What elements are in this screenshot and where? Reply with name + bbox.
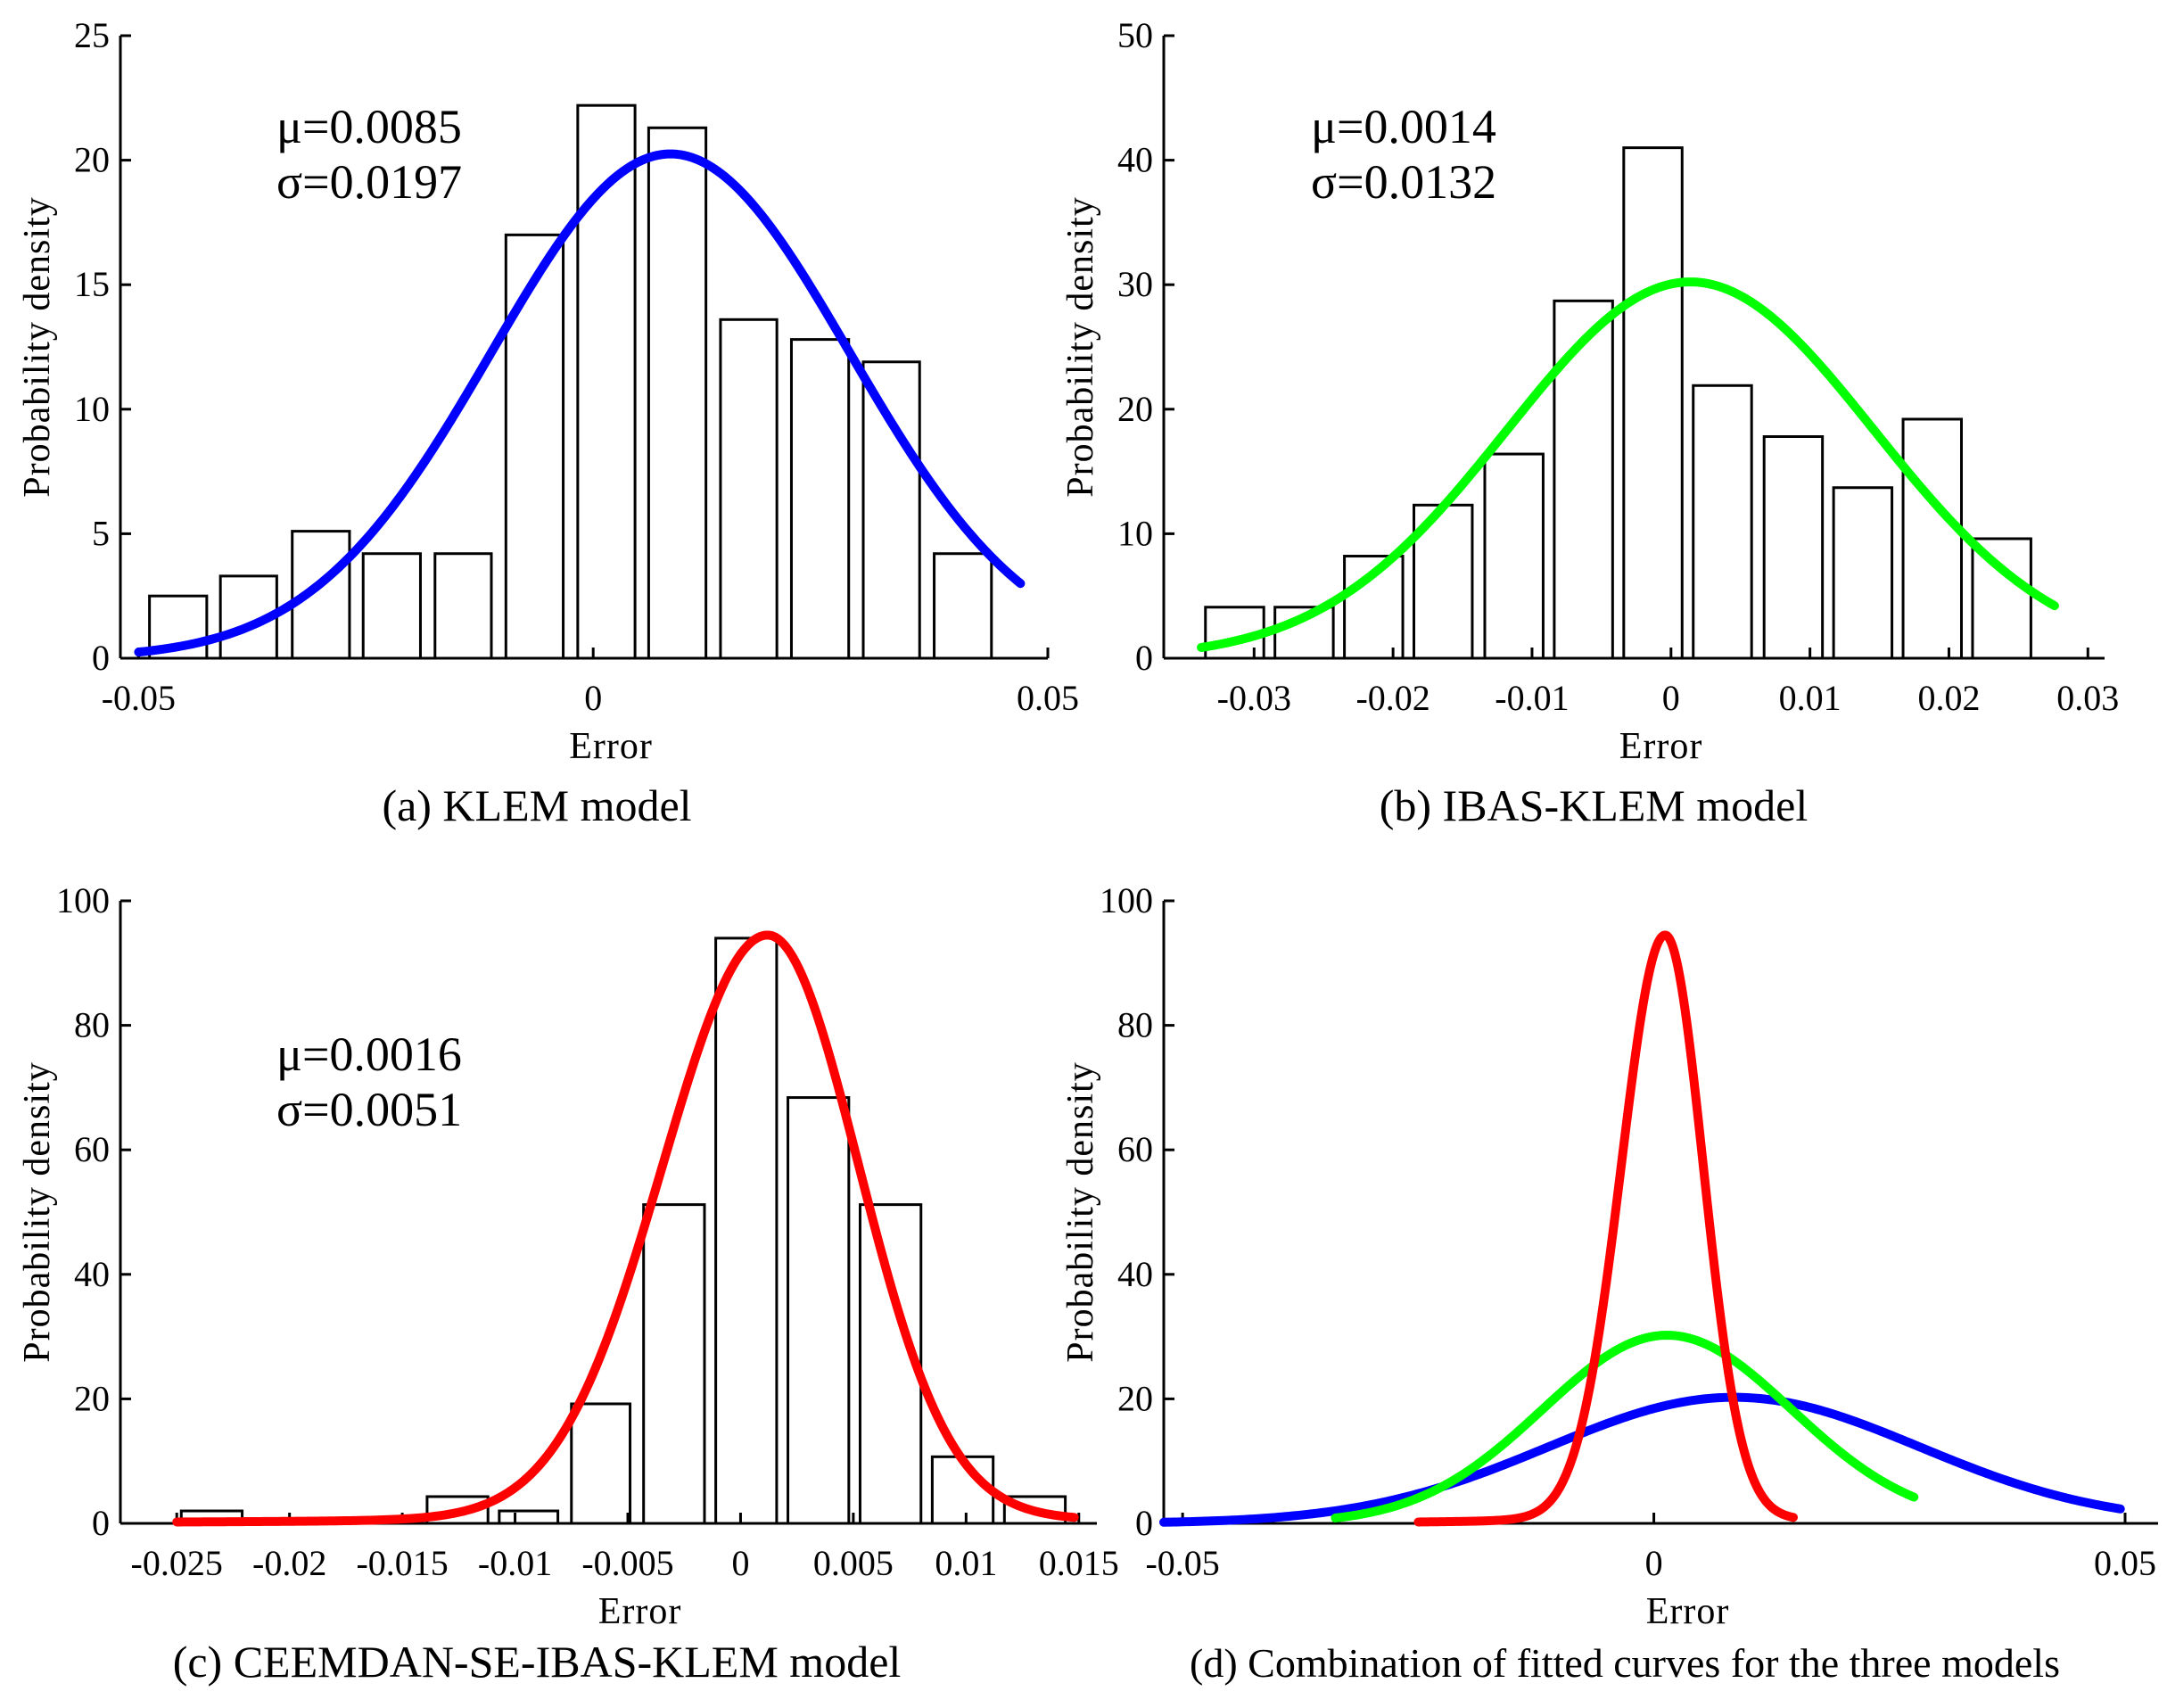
x-tick-label: -0.05	[1145, 1543, 1219, 1583]
histogram-bar	[1971, 537, 2032, 660]
x-tick-label: 0	[731, 1543, 749, 1583]
x-tick-label: 0	[1645, 1543, 1663, 1583]
histogram-bar	[498, 1509, 560, 1525]
panel-c: 0 20 40 60 80 100 -0.025 -0.02 -0.015 -0.01 -0.005…	[17, 880, 1119, 1687]
y-axis-label: Probability density	[17, 1061, 58, 1363]
histogram-bar	[714, 937, 779, 1525]
panel-caption: (a) KLEM model	[382, 780, 691, 830]
fitted-curve-ceemdan-se-ibas-klem-fit	[1413, 930, 1798, 1527]
mean-annotation: μ=0.0016	[276, 1027, 462, 1081]
x-tick-label: -0.025	[131, 1543, 223, 1583]
histogram-bar	[719, 318, 779, 660]
y-tick-label: 40	[1117, 140, 1153, 180]
y-tick-label: 0	[92, 638, 110, 678]
histogram-bar	[858, 1203, 923, 1525]
x-tick-label: 0.005	[813, 1543, 894, 1583]
histogram-bar	[1622, 146, 1684, 660]
fitted-curve-ceemdan-se-ibas-klem-fit	[172, 930, 1079, 1527]
y-tick-label: 20	[1117, 389, 1153, 429]
x-tick-label: 0	[1662, 678, 1680, 718]
histogram-bar	[1762, 435, 1825, 660]
y-tick-label: 0	[1135, 638, 1153, 678]
sigma-annotation: σ=0.0197	[276, 155, 462, 209]
histogram-bar	[1483, 452, 1545, 660]
fitted-curve-klem-fit	[134, 149, 1026, 657]
histogram-bar	[433, 552, 493, 660]
x-tick-label: -0.01	[478, 1543, 552, 1583]
panel-caption: (c) CEEMDAN-SE-IBAS-KLEM model	[173, 1637, 902, 1687]
x-tick-label: -0.015	[356, 1543, 448, 1583]
y-tick-label: 100	[1100, 880, 1153, 920]
fitted-curve-klem-fit	[1159, 1392, 2125, 1527]
y-tick-label: 60	[1117, 1129, 1153, 1169]
y-tick-label: 60	[74, 1129, 110, 1169]
histogram-bar	[570, 1402, 632, 1525]
y-tick-label: 20	[1117, 1378, 1153, 1418]
histogram-bar	[1553, 299, 1614, 660]
x-axis-label: Error	[598, 1591, 682, 1632]
x-tick-label: 0.01	[935, 1543, 997, 1583]
y-tick-label: 40	[74, 1254, 110, 1294]
histogram-bar	[1692, 384, 1753, 660]
fitted-curve-ibas-klem-fit	[1197, 277, 2059, 652]
x-tick-label: 0.05	[2094, 1543, 2156, 1583]
histogram-bar	[787, 1096, 851, 1525]
histogram-bar	[361, 552, 422, 660]
y-tick-label: 20	[74, 140, 110, 180]
y-tick-label: 40	[1117, 1254, 1153, 1294]
fitted-curve-ibas-klem-fit	[1331, 1331, 1919, 1522]
y-tick-label: 50	[1117, 15, 1153, 55]
x-tick-label: 0.015	[1039, 1543, 1119, 1583]
x-tick-label: 0.03	[2056, 678, 2119, 718]
y-tick-label: 20	[74, 1378, 110, 1418]
panel-caption: (d) Combination of fitted curves for the…	[1190, 1640, 2060, 1686]
y-tick-label: 30	[1117, 264, 1153, 304]
y-tick-label: 80	[1117, 1005, 1153, 1045]
histogram-bar	[1832, 486, 1894, 660]
histogram-bar	[789, 338, 851, 660]
histogram-bar	[576, 103, 637, 660]
panel-b: 0 10 20 30 40 50 -0.03 -0.02 -0.01 0 0.01 0.02 0.03 E…	[1060, 15, 2119, 830]
y-tick-label: 5	[92, 513, 110, 553]
mean-annotation: μ=0.0014	[1311, 100, 1496, 153]
x-tick-label: -0.05	[102, 678, 176, 718]
y-tick-label: 10	[74, 389, 110, 429]
x-tick-label: -0.02	[1355, 678, 1430, 718]
x-tick-label: 0	[584, 678, 602, 718]
x-tick-label: -0.01	[1495, 678, 1569, 718]
x-tick-label: -0.02	[252, 1543, 326, 1583]
panel-caption: (b) IBAS-KLEM model	[1380, 780, 1809, 830]
x-tick-label: 0.01	[1779, 678, 1842, 718]
histogram-bar	[504, 233, 565, 660]
x-axis-label: Error	[1646, 1591, 1730, 1632]
x-tick-label: -0.03	[1217, 678, 1291, 718]
y-tick-label: 0	[1135, 1503, 1153, 1543]
x-tick-label: -0.005	[581, 1543, 673, 1583]
y-axis-label: Probability density	[1060, 1061, 1101, 1363]
mean-annotation: μ=0.0085	[276, 100, 462, 153]
y-axis-label: Probability density	[17, 196, 58, 498]
x-axis-label: Error	[1619, 726, 1703, 767]
y-tick-label: 25	[74, 15, 110, 55]
y-tick-label: 10	[1117, 513, 1153, 553]
sigma-annotation: σ=0.0132	[1311, 155, 1496, 209]
y-tick-label: 100	[56, 880, 110, 920]
histogram-bar	[642, 1203, 706, 1525]
y-tick-label: 80	[74, 1005, 110, 1045]
histogram-bar	[1901, 417, 1963, 660]
y-tick-label: 0	[92, 1503, 110, 1543]
histogram-bar	[861, 360, 921, 660]
y-tick-label: 15	[74, 264, 110, 304]
histogram-bar	[647, 126, 708, 660]
y-axis-label: Probability density	[1060, 196, 1101, 498]
x-tick-label: 0.05	[1017, 678, 1079, 718]
histogram-bar	[933, 552, 993, 660]
sigma-annotation: σ=0.0051	[276, 1083, 462, 1136]
x-tick-label: 0.02	[1917, 678, 1980, 718]
x-axis-label: Error	[569, 726, 653, 767]
